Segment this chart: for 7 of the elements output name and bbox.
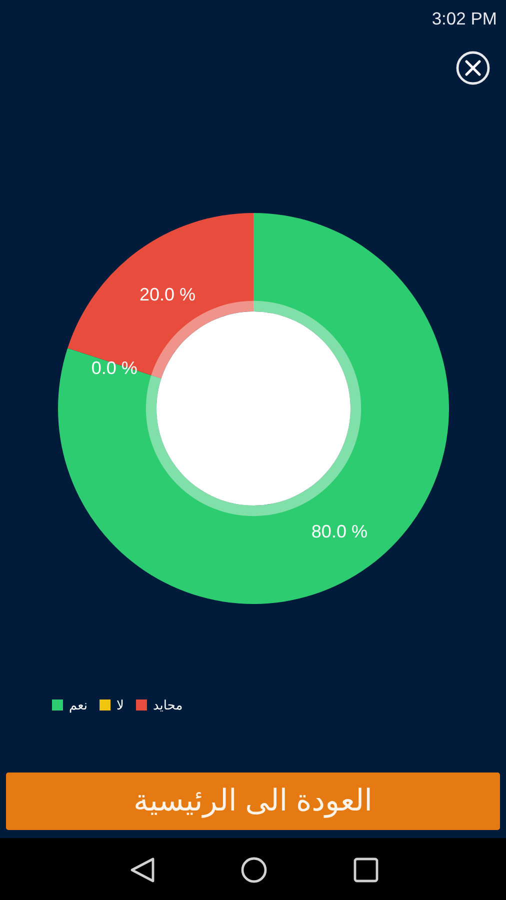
data-label: 20.0 % [140,284,196,305]
data-label: 80.0 % [311,521,368,542]
legend-label: لا [116,698,124,712]
legend-label: محايد [152,698,183,712]
status-clock: 3:02 PM [432,8,497,28]
legend-label: نعم [69,698,88,712]
button: العودة الى الرئيسية [6,772,500,830]
